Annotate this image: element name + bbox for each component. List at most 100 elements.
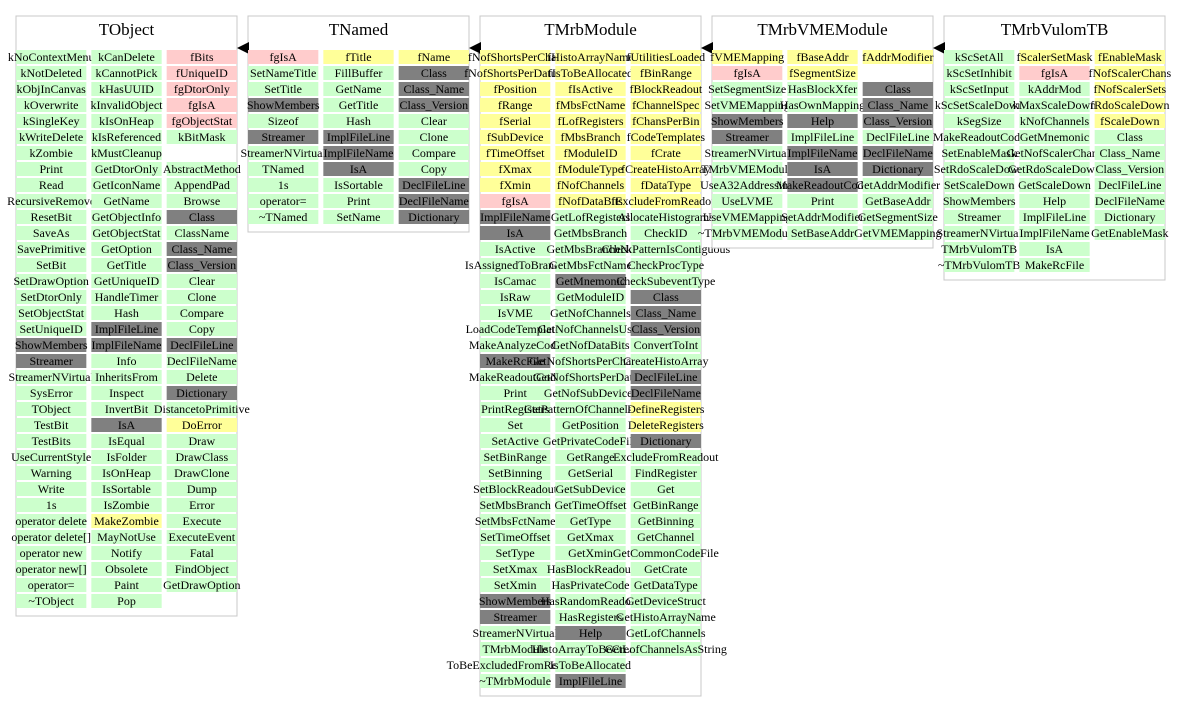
member-label: GetCommonCodeFile [613,546,719,560]
member-label: fRdoScaleDown [1090,98,1169,112]
member-label: IsToBeAllocated [550,658,631,672]
member-cell [323,146,394,160]
member-label: GetBinning [638,514,694,528]
member-cell [398,162,469,176]
member-label: IsA [506,226,524,240]
class-box: TNamed fgIsA SetNameTitle SetTitle ShowMembe… [237,15,470,233]
member-label: SetSegmentSize [708,82,786,96]
member-cell [787,82,858,96]
member-cell [480,434,551,448]
member-label: Class_Version [631,322,700,336]
member-cell [1094,50,1165,64]
member-cell [630,146,701,160]
member-cell [323,114,394,128]
member-label: Class_Version [1095,162,1164,176]
member-label: ImplFileLine [559,674,622,688]
member-label: kSingleKey [23,114,80,128]
member-label: fgIsA [502,194,530,208]
member-label: FindObject [175,562,230,576]
member-cell [166,386,237,400]
member-label: Streamer [726,130,769,144]
member-label: operator delete[] [11,530,91,544]
member-label: GetRdoScaleDown [1008,162,1101,176]
member-label: StreamerNVirtual [241,146,327,160]
member-label: Dictionary [176,386,227,400]
member-cell [480,594,551,608]
member-label: fgIsA [1041,66,1069,80]
member-cell [166,258,237,272]
member-label: kMustCleanup [91,146,162,160]
member-label: GetNofShortsPerChannel [529,354,652,368]
member-label: TestBits [32,434,71,448]
member-label: GetSerial [568,466,614,480]
member-cell [555,178,626,192]
member-cell [555,658,626,672]
member-cell [480,674,551,688]
member-cell [555,546,626,560]
member-label: Inspect [109,386,144,400]
member-label: SetBinning [488,466,542,480]
class-box: TMrbModule fNofShortsPerChan fNofShortsPer… [447,15,730,697]
member-label: SetMbsBranch [480,498,551,512]
member-cell [480,322,551,336]
member-label: TMrbVMEModule [701,162,793,176]
member-cell [248,114,319,128]
member-cell [480,114,551,128]
member-cell [712,146,783,160]
member-cell [944,178,1015,192]
member-label: ImplFileLine [791,130,854,144]
member-cell [944,162,1015,176]
member-cell [944,82,1015,96]
member-label: fBaseAddr [797,50,849,64]
member-label: IsCamac [494,274,536,288]
member-cell [630,194,701,208]
member-label: ImplFileLine [327,130,390,144]
member-cell [944,50,1015,64]
member-cell [91,466,162,480]
member-cell [480,338,551,352]
member-label: MakeReadoutCode [776,178,869,192]
member-label: fIsActive [568,82,613,96]
member-cell [166,434,237,448]
member-cell [16,354,87,368]
member-cell [398,50,469,64]
member-label: SetDrawOption [14,274,89,288]
member-label: fLofRegisters [558,114,624,128]
class-title: TMrbModule [544,20,637,39]
member-cell [91,402,162,416]
member-label: GetPrivateCodeFile [543,434,638,448]
member-label: IsSortable [102,482,151,496]
member-label: GetMnemonic [556,274,625,288]
member-cell [555,498,626,512]
member-cell [630,274,701,288]
member-cell [16,50,87,64]
member-cell [16,130,87,144]
member-cell [16,594,87,608]
member-cell [166,50,237,64]
class-title: TObject [99,20,155,39]
member-cell [944,194,1015,208]
member-cell [712,82,783,96]
member-label: CheckProcType [628,258,704,272]
member-cell [630,226,701,240]
member-cell [91,210,162,224]
member-label: GetNofSubDevices [544,386,638,400]
member-label: Set [507,418,523,432]
member-cell [630,418,701,432]
member-cell [1094,98,1165,112]
member-label: GetRange [567,450,615,464]
member-label: fSerial [499,114,532,128]
member-cell [712,130,783,144]
member-cell [944,66,1015,80]
member-cell [91,514,162,528]
member-cell [398,66,469,80]
member-cell [16,562,87,576]
member-label: StreamerNVirtual [9,370,95,384]
member-label: CheckID [644,226,688,240]
member-cell [248,50,319,64]
member-cell [555,386,626,400]
member-label: HasOwnMapping [780,98,865,112]
member-cell [630,290,701,304]
member-label: ImplFileLine [1023,210,1086,224]
member-label: kZombie [30,146,73,160]
